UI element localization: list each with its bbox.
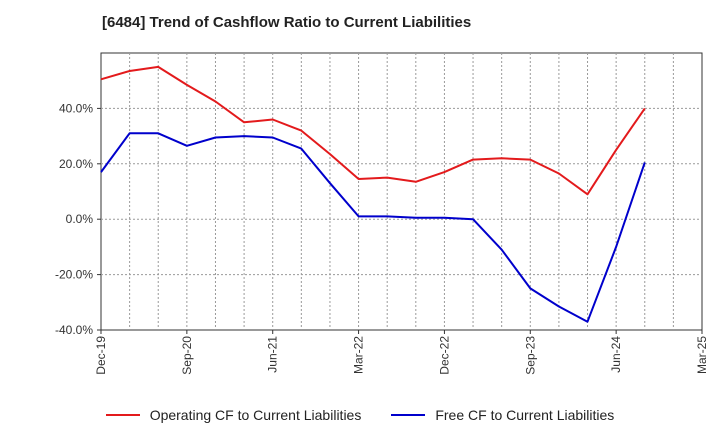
x-tick-label: Mar-22 [352,336,366,374]
y-tick-label: 0.0% [66,212,94,226]
chart-title: [6484] Trend of Cashflow Ratio to Curren… [102,14,472,31]
plot-area [100,52,703,331]
x-tick-label: Sep-20 [180,336,194,375]
series-line-operating-cf [100,65,646,196]
legend-label-free-cf: Free CF to Current Liabilities [435,407,615,423]
x-tick-label: Dec-19 [94,336,108,375]
legend-swatch-free-cf [391,414,426,416]
legend-label-operating-cf: Operating CF to Current Liabilities [149,407,362,423]
legend: Operating CF to Current Liabilities Free… [0,404,720,426]
legend-swatch-operating-cf [105,414,140,416]
legend-item-free-cf: Free CF to Current Liabilities [391,407,614,423]
x-tick-label: Jun-24 [609,336,623,373]
legend-item-operating-cf: Operating CF to Current Liabilities [105,407,362,423]
y-tick-label: 20.0% [59,157,93,171]
x-tick-label: Mar-25 [695,336,709,374]
x-tick-label: Jun-21 [266,336,280,373]
x-tick-label: Sep-23 [523,336,537,375]
y-tick-label: -20.0% [55,268,93,282]
series-line-free-cf [100,132,646,323]
x-tick-label: Dec-22 [437,336,451,375]
y-tick-label: 40.0% [59,101,93,115]
y-tick-label: -40.0% [55,323,93,337]
